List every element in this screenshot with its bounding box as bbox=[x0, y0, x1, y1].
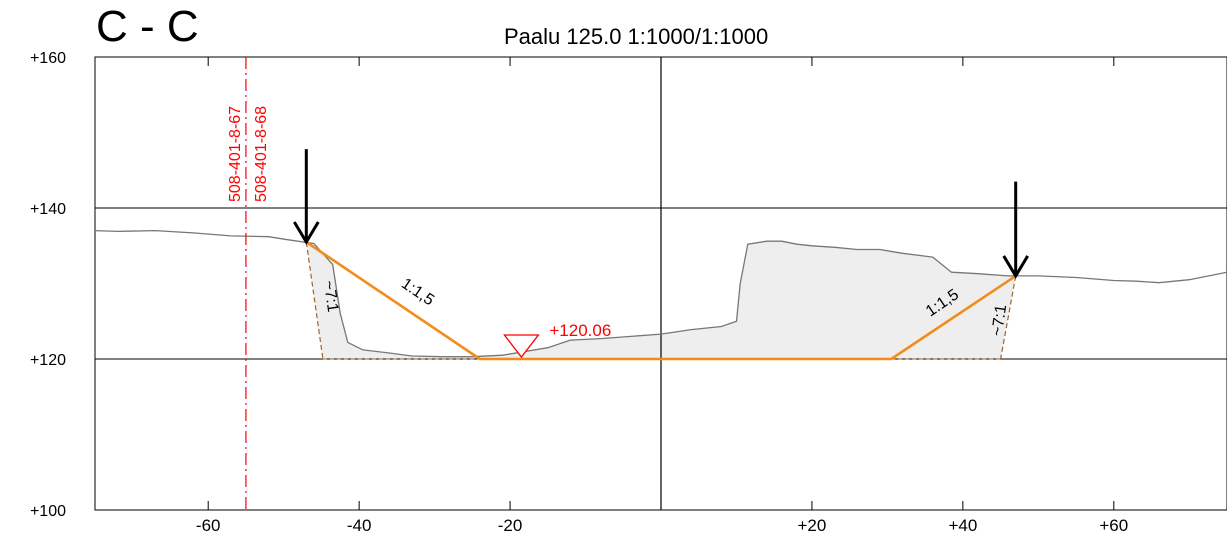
water-level-label: +120.06 bbox=[549, 321, 611, 340]
down-arrow-head bbox=[293, 221, 320, 245]
x-tick-label: -20 bbox=[498, 516, 523, 535]
x-tick-label: +40 bbox=[948, 516, 977, 535]
x-tick-label: -60 bbox=[196, 516, 221, 535]
steep-cut-line bbox=[1000, 275, 1017, 360]
boundary-label-right: 508-401-8-68 bbox=[253, 106, 270, 202]
excavation-fill bbox=[306, 241, 1016, 359]
y-tick-label: +120 bbox=[30, 352, 66, 369]
fill-layer bbox=[306, 241, 1016, 359]
x-tick-label: -40 bbox=[347, 516, 372, 535]
water-level-marker bbox=[503, 334, 540, 359]
section-subtitle: Paalu 125.0 1:1000/1:1000 bbox=[504, 24, 769, 49]
x-tick-label: +60 bbox=[1099, 516, 1128, 535]
y-tick-label: +140 bbox=[30, 201, 66, 218]
right-steep-label: ~7:1 bbox=[989, 303, 1010, 337]
design-layer bbox=[305, 240, 1017, 361]
ground-layer bbox=[94, 229, 1227, 358]
ground-line bbox=[94, 229, 1227, 358]
design-cut-line bbox=[305, 240, 1017, 361]
left-slope-label: 1:1,5 bbox=[398, 275, 437, 309]
y-tick-label: +100 bbox=[30, 503, 66, 520]
y-tick-label: +160 bbox=[30, 50, 66, 67]
boundary-layer: 508-401-8-67 508-401-8-68 bbox=[227, 57, 270, 510]
steep-cut-line bbox=[305, 241, 324, 360]
labels-layer: +100+120+140+160-60 -40 -20 +20 +40 +601:1,5 1… bbox=[30, 50, 1128, 535]
boundary-label-left: 508-401-8-67 bbox=[227, 106, 244, 202]
section-title: C - C bbox=[96, 2, 199, 51]
x-tick-label: +20 bbox=[798, 516, 827, 535]
down-arrow-head bbox=[1002, 255, 1029, 279]
marks-layer: +120.06 bbox=[293, 149, 1029, 359]
left-steep-label: ~7:1 bbox=[320, 280, 341, 314]
